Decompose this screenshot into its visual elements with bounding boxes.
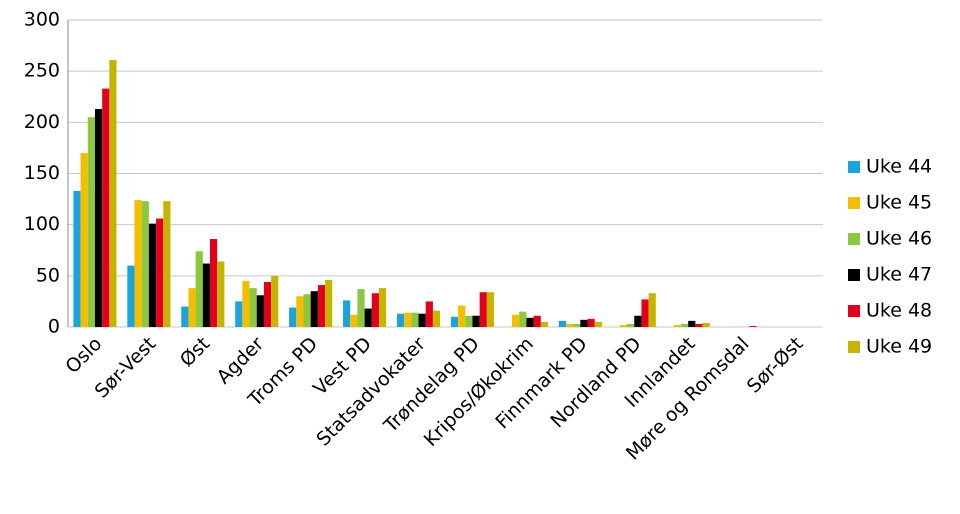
bar	[148, 223, 157, 327]
bar	[479, 292, 487, 327]
bar	[519, 311, 527, 327]
bar	[310, 291, 318, 327]
bar	[271, 275, 279, 327]
x-tick-label: Øst	[176, 333, 214, 371]
bar	[195, 251, 203, 327]
legend-label: Uke 47	[866, 264, 932, 286]
bar	[87, 117, 95, 327]
bar	[364, 308, 372, 327]
bar	[378, 288, 387, 327]
bar	[303, 294, 311, 327]
bar	[540, 321, 548, 327]
bar	[163, 201, 171, 327]
bar	[465, 315, 473, 327]
bar	[109, 59, 117, 327]
bar	[425, 301, 433, 327]
bar	[202, 263, 211, 327]
y-tick-label: 250	[24, 60, 60, 82]
y-tick-label: 50	[36, 264, 60, 286]
bar	[418, 313, 426, 327]
bar	[533, 315, 541, 327]
bar	[573, 323, 581, 327]
bar	[627, 323, 635, 327]
bar	[594, 321, 602, 327]
bar	[558, 320, 566, 327]
y-tick-label: 100	[24, 213, 60, 235]
bar	[102, 88, 110, 328]
bar	[580, 319, 588, 327]
bar	[263, 281, 272, 327]
y-tick-label: 200	[24, 111, 60, 133]
legend-label: Uke 45	[866, 192, 932, 214]
bar	[317, 285, 326, 327]
bar	[181, 306, 189, 327]
bar	[688, 320, 696, 327]
bar	[127, 265, 135, 327]
bar	[94, 109, 103, 327]
bar	[695, 323, 703, 327]
bar	[526, 317, 534, 327]
bar	[357, 289, 365, 327]
bar	[242, 280, 250, 327]
bar	[565, 323, 574, 327]
y-tick-label: 300	[24, 9, 60, 31]
bar	[587, 318, 595, 327]
bar	[249, 288, 257, 327]
bar	[371, 293, 379, 327]
bar	[188, 288, 196, 327]
bar	[134, 200, 142, 327]
bar	[634, 315, 642, 327]
bar	[80, 153, 88, 327]
legend-label: Uke 44	[866, 156, 932, 178]
bar	[210, 238, 218, 327]
bar	[458, 305, 466, 327]
bar	[450, 316, 459, 327]
legend-label: Uke 46	[866, 228, 932, 250]
x-tick-label: Sør-Øst	[743, 333, 808, 398]
bar	[680, 323, 689, 327]
bar	[619, 324, 628, 327]
bar	[432, 310, 441, 327]
bar	[156, 218, 164, 327]
bar	[256, 295, 264, 327]
bar	[648, 293, 656, 327]
bar	[673, 324, 681, 327]
legend-swatch	[848, 269, 860, 281]
legend-label: Uke 49	[866, 336, 932, 358]
legend-label: Uke 48	[866, 300, 932, 322]
bar	[641, 299, 649, 327]
bar	[512, 314, 520, 327]
bar	[73, 190, 81, 327]
bar	[702, 322, 710, 327]
bar	[749, 325, 757, 327]
legend-swatch	[848, 233, 860, 245]
bar	[411, 312, 419, 327]
bar	[486, 292, 495, 327]
y-tick-label: 0	[48, 316, 60, 338]
bar	[404, 312, 412, 327]
legend-swatch	[848, 197, 860, 209]
legend-swatch	[848, 161, 860, 173]
bar	[396, 313, 405, 327]
legend-swatch	[848, 305, 860, 317]
bar	[289, 307, 297, 327]
x-tick-label: Oslo	[61, 333, 106, 378]
y-tick-label: 150	[24, 162, 60, 184]
bar	[343, 300, 351, 327]
bar	[235, 301, 243, 327]
x-tick-label: Trøndelag PD	[379, 333, 484, 438]
legend-swatch	[848, 341, 860, 353]
bar	[217, 261, 225, 327]
bar	[325, 279, 333, 327]
bar	[350, 314, 358, 327]
bar	[296, 296, 304, 327]
bar	[472, 315, 480, 327]
bar	[141, 201, 149, 327]
